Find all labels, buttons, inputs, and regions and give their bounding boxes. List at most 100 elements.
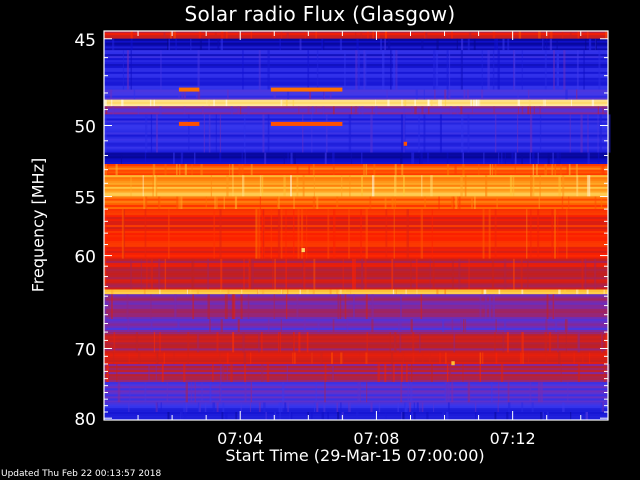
spectrum-speckle (344, 289, 346, 295)
spectrum-row (104, 142, 608, 145)
spectrum-row (104, 219, 608, 222)
spectrum-speckle (225, 31, 228, 39)
spectrum-row (104, 304, 608, 308)
spectrum-speckle (198, 31, 202, 39)
spectrum-speckle (324, 382, 326, 403)
spectrum-speckle (391, 363, 394, 383)
spectrum-speckle (229, 164, 231, 176)
spectrum-speckle (415, 89, 418, 100)
spectrum-row (104, 334, 608, 337)
spectrum-row (104, 223, 608, 226)
spectrum-speckle (192, 294, 195, 320)
spectrum-speckle (130, 258, 133, 290)
spectrum-speckle (150, 258, 154, 290)
spectrum-speckle (517, 89, 519, 100)
spectrum-speckle (249, 258, 252, 290)
spectrum-speckle (491, 164, 494, 176)
spectrum-speckle (348, 402, 350, 413)
spectrum-speckle (243, 352, 247, 364)
spectrum-row (104, 298, 608, 301)
spectrum-speckle (454, 164, 457, 176)
spectrum-speckle (349, 175, 351, 197)
spectrum-speckle (461, 38, 464, 51)
spectrum-speckle (544, 99, 546, 107)
spectrum-speckle (478, 164, 480, 176)
spectrum-row (104, 171, 608, 174)
spectrum-speckle (495, 38, 498, 51)
spectrum-speckle (557, 209, 559, 259)
spectrum-row (104, 217, 608, 220)
spectrum-speckle (434, 89, 436, 100)
spectrum-speckle (327, 412, 329, 420)
spectrum-speckle (500, 363, 504, 383)
spectrum-row (104, 190, 608, 193)
spectrum-speckle (361, 106, 364, 115)
spectrum-speckle (187, 352, 189, 364)
spectrum-speckle (199, 38, 202, 51)
spectrum-speckle (542, 99, 545, 107)
spectrum-speckle (391, 258, 394, 290)
spectrum-speckle (350, 289, 352, 295)
spectrum-speckle (312, 164, 315, 176)
spectrum-row (104, 388, 608, 391)
spectrum-speckle (332, 106, 335, 115)
spectrum-row (104, 232, 608, 236)
spectrum-speckle (167, 38, 169, 51)
spectrum-speckle (539, 114, 542, 153)
spectrum-speckle (517, 99, 521, 107)
spectrum-speckle (164, 258, 167, 290)
spectrum-speckle (280, 402, 283, 413)
spectrum-row (104, 42, 608, 45)
chart-title: Solar radio Flux (Glasgow) (184, 2, 456, 26)
spectrum-speckle (220, 363, 222, 383)
spectrum-row (104, 342, 608, 345)
spectrum-speckle (407, 382, 410, 403)
spectrum-speckle (281, 382, 285, 403)
spectrum-speckle (479, 363, 481, 383)
spectrum-speckle (261, 289, 265, 295)
spectrum-row (104, 114, 608, 117)
spectrum-speckle (157, 196, 160, 210)
spectrum-row (104, 132, 608, 135)
y-tick-label: 70 (74, 340, 96, 360)
spectrum-speckle (444, 289, 447, 295)
spectrum-row (104, 368, 608, 371)
spectrum-speckle (466, 89, 470, 100)
spectrum-speckle (542, 38, 545, 51)
spectrum-speckle (267, 319, 270, 333)
spectrum-speckle (104, 38, 106, 51)
spectrum-speckle (400, 152, 403, 165)
spectrum-speckle (556, 38, 558, 51)
spectrum-speckle (582, 352, 584, 364)
spectrum-speckle (468, 258, 470, 290)
spectrum-speckle (363, 164, 366, 176)
spectrum-speckle (461, 114, 464, 153)
spectrum-row (104, 394, 608, 397)
spectrum-speckle (115, 164, 118, 176)
spectrum-speckle (602, 164, 605, 176)
spectrum-speckle (528, 99, 531, 107)
spectrum-speckle (159, 196, 161, 210)
spectrum-speckle (382, 50, 385, 90)
spectrum-speckle (311, 352, 313, 364)
spectrum-speckle (277, 289, 280, 295)
spectrum-speckle (539, 175, 541, 197)
spectrum-speckle (331, 363, 335, 383)
spectrum-speckle (405, 289, 407, 295)
spectrum-speckle (468, 31, 472, 39)
spectrum-speckle (140, 258, 142, 290)
spectrum-speckle (203, 114, 206, 153)
spectrum-speckle (112, 352, 115, 364)
spectrum-speckle (460, 319, 462, 333)
spectrum-speckle (181, 412, 183, 420)
spectrum-speckle (583, 50, 585, 90)
spectrum-speckle (446, 363, 449, 383)
spectrum-speckle (481, 352, 484, 364)
spectrum-row (104, 358, 608, 361)
spectrum-row (104, 124, 608, 127)
spectrum-speckle (477, 99, 479, 107)
spectrum-speckle (464, 175, 467, 197)
spectrum-speckle (577, 363, 581, 383)
spectrum-speckle (405, 402, 408, 413)
spectrum-speckle (230, 363, 233, 383)
